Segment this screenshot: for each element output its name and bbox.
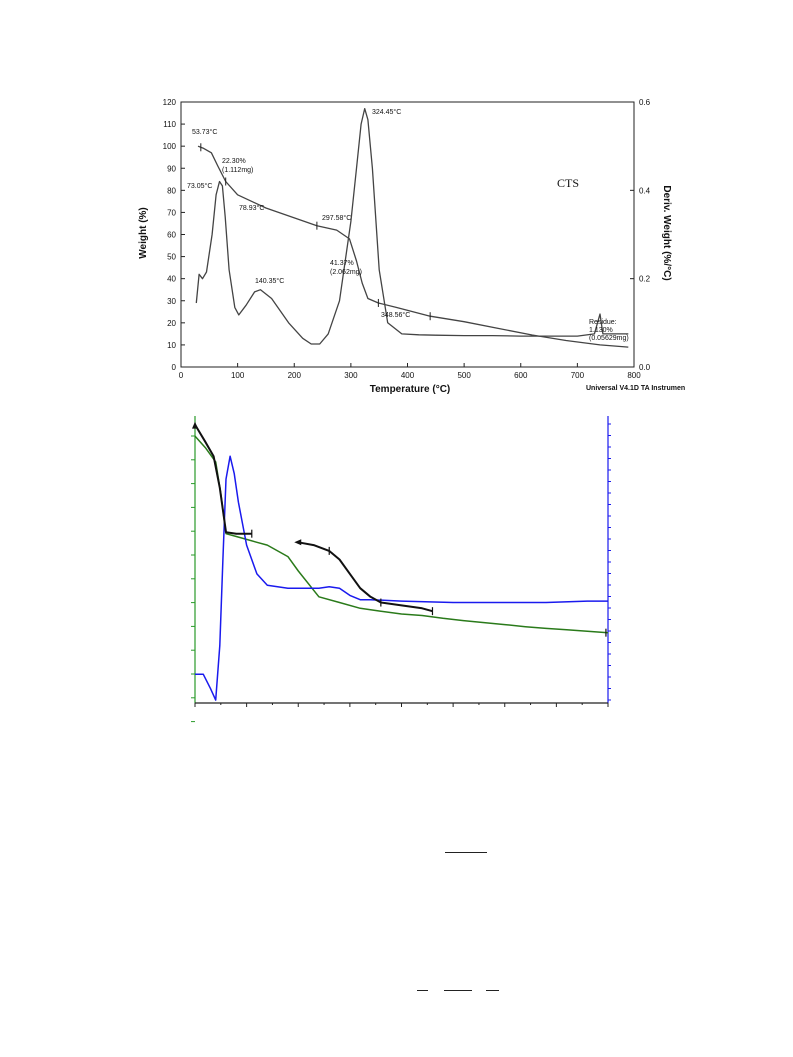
plot-frame-2 — [194, 416, 609, 704]
y-tick-label: 120 — [163, 98, 177, 107]
y-tick-label: 10 — [167, 341, 176, 350]
y-tick-label: 100 — [163, 142, 177, 151]
annotation-peak-324: 324.45°C — [372, 108, 401, 116]
annotation-mass-2062: (2.062mg) — [330, 269, 362, 276]
annotation-point-78: 78.93°C — [239, 204, 264, 212]
plot-area-border — [180, 101, 635, 368]
blue-derivative-curve — [195, 455, 608, 701]
y-axis-title-left: Weight (%) — [138, 207, 149, 258]
footer-line-right — [486, 990, 499, 991]
annotation-onset-297: 297.58°C — [322, 214, 351, 222]
x-tick-label: 200 — [288, 371, 302, 380]
plot-frame — [180, 101, 635, 368]
arrow-head — [294, 539, 302, 546]
y-tick-label: 70 — [167, 208, 176, 217]
x-tick-label: 100 — [231, 371, 245, 380]
annotation-loss-41: 41.37% — [330, 260, 354, 267]
y2-tick-label: 0.0 — [639, 363, 651, 372]
y-tick-label: 40 — [167, 275, 176, 284]
tga-chart-cts: 0 100 200 300 400 500 600 700 800 0 10 20 30 40 50 60 70… — [138, 98, 685, 395]
footer-line-mid — [444, 990, 472, 991]
y-tick-label: 0 — [172, 363, 177, 372]
y2-tick-label: 0.6 — [639, 98, 651, 107]
y2-tick-label: 0.2 — [639, 275, 651, 284]
y-tick-label: 20 — [167, 319, 176, 328]
y-tick-label: 60 — [167, 231, 176, 240]
annotation-residue: Residue: — [589, 319, 617, 326]
x-tick-label: 800 — [627, 371, 641, 380]
page-divider-line — [445, 852, 487, 853]
annotation-loss-22: 22.30% — [222, 158, 246, 165]
data-curves-2 — [192, 421, 609, 701]
y-axis-title-right: Deriv. Weight (%/°C) — [661, 185, 672, 280]
y-tick-label: 110 — [163, 120, 176, 129]
black-fit-segment-2 — [298, 541, 433, 613]
annotation-mass-1112: (1.112mg) — [222, 167, 253, 174]
x-tick-label: 400 — [401, 371, 415, 380]
green-weight-curve — [194, 435, 609, 634]
annotations: 53.73°C 22.30% (1.112mg) 73.05°C 78.93°C… — [187, 108, 629, 342]
black-fit-segment-1 — [194, 424, 252, 535]
footer-line-left — [417, 990, 428, 991]
axis-labels: Temperature (°C) Weight (%) Deriv. Weigh… — [138, 176, 685, 395]
y-tick-label: 30 — [167, 297, 176, 306]
y-tick-label: 90 — [167, 164, 176, 173]
annotation-residue-pct: 1.130% — [589, 327, 613, 334]
x-axis-title: Temperature (°C) — [370, 384, 451, 395]
y2-tick-label: 0.4 — [639, 186, 651, 195]
annotation-peak-73: 73.05°C — [187, 182, 212, 190]
x-tick-label: 700 — [571, 371, 585, 380]
x-tick-label: 500 — [457, 371, 471, 380]
axis-ticks-2 — [191, 423, 611, 723]
annotation-peak-140: 140.35°C — [255, 277, 284, 285]
derivative-curve — [195, 107, 629, 345]
data-curves — [195, 107, 629, 348]
x-tick-label: 0 — [179, 371, 184, 380]
annotation-end-348: 348.56°C — [381, 311, 410, 319]
y-tick-label: 80 — [167, 186, 176, 195]
annotation-residue-mass: (0.05629mg) — [589, 335, 629, 342]
weight-curve — [197, 145, 629, 348]
y-tick-label: 50 — [167, 253, 176, 262]
x-tick-label: 300 — [344, 371, 358, 380]
arrow-head — [192, 421, 198, 429]
instrument-footer: Universal V4.1D TA Instrumen — [586, 385, 685, 392]
sample-label: CTS — [557, 176, 579, 190]
axis-ticks: 0 100 200 300 400 500 600 700 800 0 10 20 30 40 50 60 70… — [163, 98, 651, 380]
x-tick-label: 600 — [514, 371, 528, 380]
annotation-onset-53: 53.73°C — [192, 128, 217, 136]
